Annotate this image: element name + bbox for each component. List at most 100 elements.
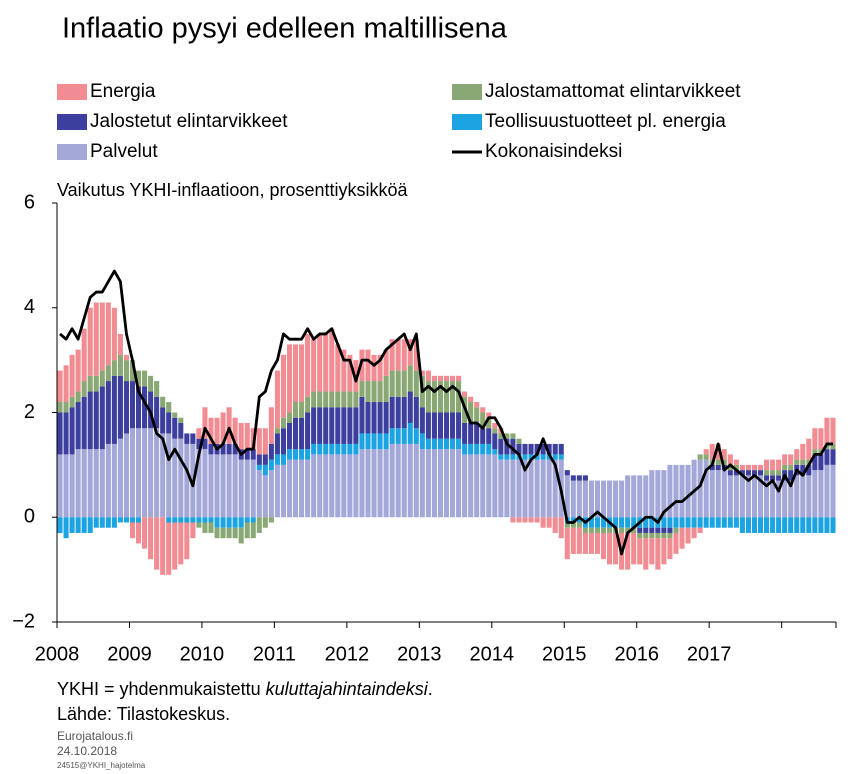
bar-segment <box>431 381 437 413</box>
legend-label: Energia <box>90 81 156 102</box>
bar-segment <box>359 381 365 397</box>
bar-segment <box>552 459 558 518</box>
bar-segment <box>129 360 136 382</box>
bar-segment <box>818 517 824 533</box>
bar-segment <box>250 522 256 539</box>
bar-segment <box>504 438 510 455</box>
bar-segment <box>365 381 371 403</box>
bar-segment <box>570 522 576 528</box>
bar-segment <box>305 412 311 450</box>
bar-segment <box>166 517 172 523</box>
bar-segment <box>123 360 129 382</box>
bar-segment <box>75 449 81 518</box>
footer-code: 24515@YKHI_hajotelma <box>57 761 146 770</box>
bar-segment <box>745 475 751 518</box>
bar-segment <box>594 532 601 554</box>
bar-segment <box>69 517 75 533</box>
bar-segment <box>135 517 142 523</box>
note: YKHI = yhdenmukaistettu kuluttajahintain… <box>57 679 433 699</box>
bar-segment <box>129 522 136 539</box>
bar-segment <box>764 480 770 518</box>
bar-segment <box>75 391 81 403</box>
bar-segment <box>830 443 836 450</box>
bar-segment <box>661 470 667 518</box>
bar-segment <box>105 381 111 444</box>
bar-segment <box>776 517 782 533</box>
bar-segment <box>631 527 637 533</box>
bar-segment <box>383 402 389 434</box>
bar-segment <box>564 522 570 528</box>
bar-segment <box>733 459 739 465</box>
bar-segment <box>812 470 818 518</box>
bar-segment <box>238 459 244 518</box>
bar-segment <box>69 454 75 518</box>
bar-segment <box>63 517 69 539</box>
bar-segment <box>142 428 148 518</box>
bar-segment <box>576 475 582 481</box>
bar-segment <box>274 454 280 465</box>
bar-segment <box>600 517 607 528</box>
bar-segment <box>105 443 111 518</box>
bar-segment <box>516 459 522 518</box>
bar-segment <box>202 449 208 518</box>
bar-segment <box>262 475 268 518</box>
bar-segment <box>389 370 395 397</box>
bar-segment <box>244 522 250 539</box>
bar-segment <box>727 470 733 476</box>
bar-segment <box>317 391 323 408</box>
bar-segment <box>371 381 377 403</box>
bar-segment <box>534 459 540 518</box>
bar-segment <box>552 454 558 460</box>
bar-segment <box>178 417 184 423</box>
bar-segment <box>540 443 546 455</box>
bar-segment <box>800 464 806 476</box>
bar-segment <box>262 464 268 476</box>
bar-segment <box>407 422 413 444</box>
y-axis-label: Vaikutus YKHI-inflaatioon, prosenttiyksi… <box>57 180 408 200</box>
legend-swatch <box>57 114 87 130</box>
y-tick-label: −2 <box>12 610 35 632</box>
bar-segment <box>661 517 667 528</box>
bar-segment <box>232 417 238 444</box>
bar-segment <box>335 443 341 455</box>
bar-segment <box>667 527 673 533</box>
bar-segment <box>643 538 649 570</box>
bar-segment <box>75 517 81 533</box>
bar-segment <box>456 381 462 413</box>
bar-segment <box>468 443 474 455</box>
bar-segment <box>757 475 764 518</box>
legend-swatch <box>57 144 87 160</box>
bar-segment <box>649 470 655 518</box>
bar-segment <box>600 527 607 533</box>
footer-date: 24.10.2018 <box>57 744 117 758</box>
legend-swatch <box>452 114 482 130</box>
bar-segment <box>123 381 129 434</box>
bar-segment <box>757 470 764 476</box>
bar-segment <box>474 407 480 423</box>
bar-segment <box>117 375 123 439</box>
bar-segment <box>643 475 649 518</box>
bar-segment <box>353 360 359 392</box>
bar-segment <box>655 532 661 539</box>
bar-segment <box>540 517 546 528</box>
bar-segment <box>286 412 293 423</box>
bar-segment <box>57 412 63 455</box>
bar-segment <box>371 433 377 450</box>
bar-segment <box>413 396 419 429</box>
bar-segment <box>148 517 154 560</box>
bar-segment <box>468 402 474 423</box>
bar-segment <box>607 480 613 518</box>
bar-segment <box>570 517 576 523</box>
bar-segment <box>667 517 673 528</box>
bar-segment <box>292 417 299 450</box>
bar-segment <box>401 339 407 371</box>
bar-segment <box>437 412 443 439</box>
bar-segment <box>317 454 323 518</box>
x-tick-label: 2008 <box>35 643 80 665</box>
bar-segment <box>770 480 776 518</box>
bar-segment <box>353 443 359 455</box>
bar-segment <box>830 417 836 444</box>
line-series <box>59 269 833 556</box>
bar-segment <box>172 522 178 570</box>
bar-segment <box>546 459 552 518</box>
